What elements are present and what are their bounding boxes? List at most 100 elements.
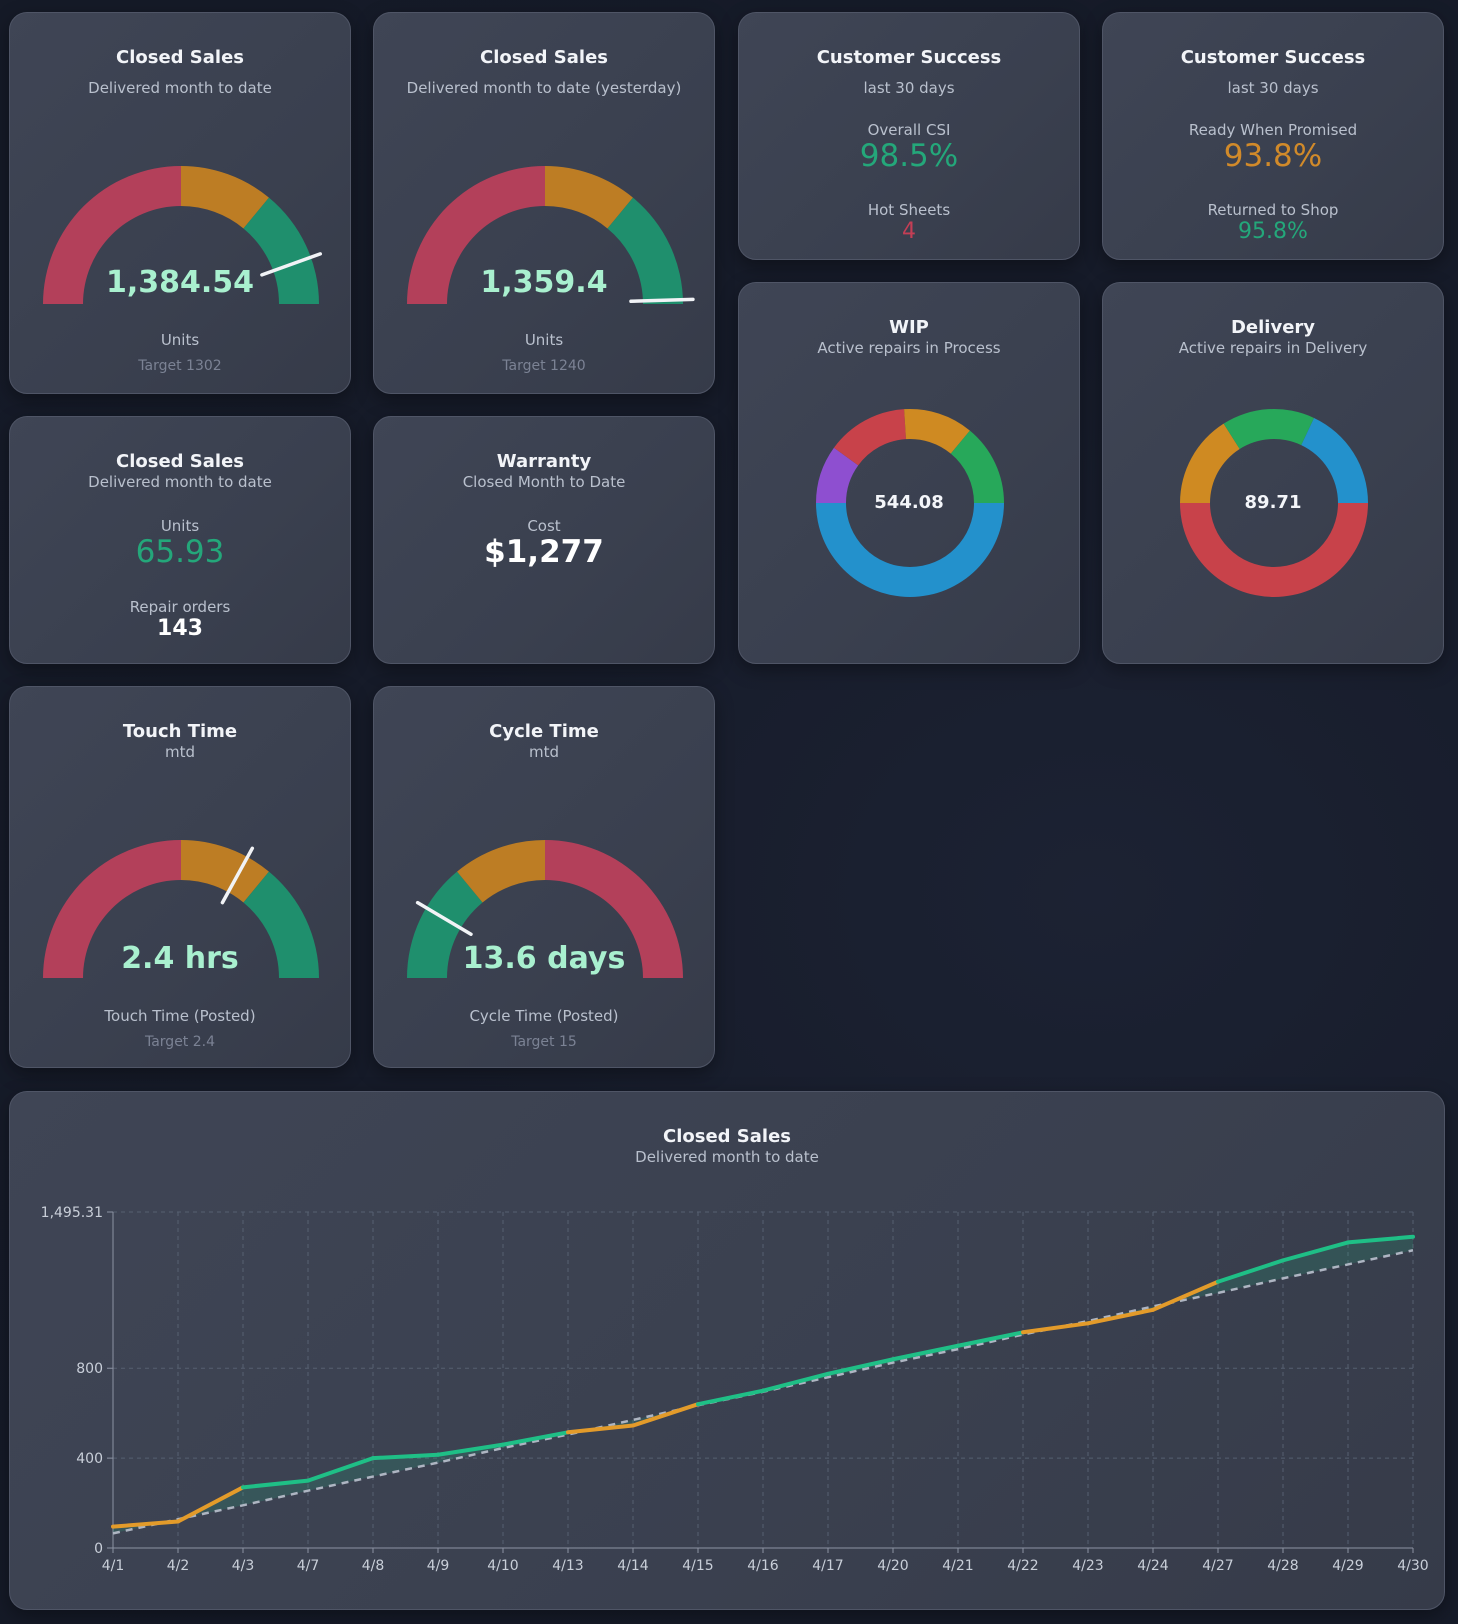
gauge-chart — [43, 840, 319, 978]
donut-slice — [1180, 503, 1368, 597]
donut-center-value: 544.08 — [874, 492, 944, 513]
card-title: Closed Sales — [115, 451, 245, 472]
donut-slice — [950, 430, 1004, 503]
cost-label: Cost — [527, 517, 561, 535]
donut-slice — [833, 409, 906, 466]
x-tick-label: 4/8 — [362, 1558, 385, 1574]
x-tick-label: 4/21 — [942, 1558, 973, 1574]
warranty-card[interactable]: Warranty Closed Month to Date Cost $1,27… — [373, 416, 715, 664]
series-area — [113, 1236, 1413, 1534]
line-chart: 0 400 800 1,495.31 4/1 4/2 4/3 4/7 4/8 4/9 4/10 4/1… — [41, 1205, 1429, 1574]
card-title: Customer Success — [816, 47, 1002, 68]
card-title: Closed Sales — [115, 47, 245, 68]
series-actual-segment — [1151, 1279, 1220, 1312]
card-title: Delivery — [1230, 317, 1316, 338]
closed-sales-stats-card[interactable]: Closed Sales Delivered month to date Uni… — [9, 416, 351, 664]
series-actual-segment — [1346, 1234, 1415, 1245]
gauge-segment-warn — [457, 840, 545, 903]
card-subtitle: Closed Month to Date — [462, 473, 626, 491]
card-subtitle: Active repairs in Delivery — [1178, 339, 1368, 357]
card-subtitle: Delivered month to date — [88, 473, 272, 491]
cycle-time-card[interactable]: Cycle Time mtd 13.6 days Cycle Time (Pos… — [373, 686, 715, 1068]
gauge-segment-warn — [545, 166, 633, 229]
card-title: WIP — [889, 317, 929, 338]
units-value: 65.93 — [135, 534, 225, 570]
x-tick-label: 4/20 — [877, 1558, 908, 1574]
closed-sales-yesterday-card[interactable]: Closed Sales Delivered month to date (ye… — [373, 12, 715, 394]
gauge-chart — [407, 166, 695, 304]
returned-to-shop-value: 95.8% — [1238, 219, 1308, 244]
gauge-target: Target 2.4 — [144, 1034, 216, 1050]
y-tick-label: 800 — [76, 1361, 103, 1377]
x-tick-label: 4/9 — [427, 1558, 450, 1574]
card-subtitle: mtd — [164, 743, 195, 761]
series-actual-segment — [891, 1343, 960, 1362]
chart-title: Closed Sales — [662, 1126, 792, 1147]
series-actual-segment — [696, 1388, 765, 1407]
closed-sales-gauge-card[interactable]: Closed Sales Delivered month to date 1,3… — [9, 12, 351, 394]
donut-center-value: 89.71 — [1244, 492, 1302, 513]
x-tick-label: 4/27 — [1202, 1558, 1233, 1574]
x-tick-label: 4/29 — [1332, 1558, 1363, 1574]
card-title: Warranty — [496, 451, 592, 472]
hot-sheets-value: 4 — [902, 219, 916, 244]
series-actual-segment — [306, 1456, 375, 1483]
series-actual-segment — [1021, 1321, 1090, 1335]
gauge-segment-bad — [43, 166, 181, 304]
series-actual-segment — [631, 1402, 700, 1428]
repair-orders-label: Repair orders — [129, 598, 231, 616]
series-actual-segment — [436, 1442, 505, 1457]
x-tick-label: 4/13 — [552, 1558, 583, 1574]
touch-time-card[interactable]: Touch Time mtd 2.4 hrs Touch Time (Poste… — [9, 686, 351, 1068]
gauge-label: Units — [524, 331, 564, 349]
closed-sales-line-card[interactable]: Closed Sales Delivered month to date 0 40… — [9, 1091, 1445, 1610]
x-tick-label: 4/2 — [167, 1558, 190, 1574]
x-tick-label: 4/17 — [812, 1558, 843, 1574]
ready-when-promised-label: Ready When Promised — [1188, 121, 1358, 139]
y-tick-label: 400 — [76, 1451, 103, 1467]
donut-slice — [816, 503, 1004, 597]
gauge-segment-good — [407, 871, 483, 978]
donut-slice — [1301, 417, 1368, 503]
series-actual-segment — [241, 1478, 310, 1490]
x-tick-label: 4/30 — [1397, 1558, 1428, 1574]
x-tick-label: 4/1 — [102, 1558, 125, 1574]
series-actual-segment — [956, 1330, 1025, 1348]
hot-sheets-label: Hot Sheets — [867, 201, 951, 219]
gauge-target: Target 1240 — [502, 358, 586, 374]
customer-success-ready-card[interactable]: Customer Success last 30 days Ready When… — [1102, 12, 1444, 260]
x-tick-label: 4/24 — [1137, 1558, 1169, 1574]
gauge-target: Target 15 — [511, 1034, 577, 1050]
card-title: Touch Time — [122, 721, 238, 742]
x-tick-label: 4/23 — [1072, 1558, 1103, 1574]
donut-slice — [816, 447, 859, 503]
wip-card[interactable]: WIP Active repairs in Process 544.08 — [738, 282, 1080, 664]
gauge-segment-good — [243, 871, 319, 978]
card-title: Closed Sales — [479, 47, 609, 68]
gauge-segment-good — [607, 197, 683, 304]
card-subtitle: last 30 days — [863, 79, 955, 97]
customer-success-csi-card[interactable]: Customer Success last 30 days Overall CS… — [738, 12, 1080, 260]
gauge-chart — [43, 166, 323, 304]
gauge-segment-bad — [43, 840, 181, 978]
x-tick-label: 4/10 — [487, 1558, 518, 1574]
units-label: Units — [160, 517, 200, 535]
donut-slice — [904, 409, 970, 454]
gauge-chart — [407, 840, 683, 978]
repair-orders-value: 143 — [157, 616, 203, 641]
donut-chart — [816, 409, 1004, 597]
series-actual-segment — [111, 1519, 180, 1529]
gauge-segment-good — [243, 197, 319, 304]
gauge-segment-bad — [545, 840, 683, 978]
card-subtitle: Delivered month to date (yesterday) — [406, 79, 682, 97]
returned-to-shop-label: Returned to Shop — [1207, 201, 1339, 219]
series-actual-segment — [1216, 1258, 1285, 1284]
gauge-needle — [220, 846, 255, 905]
donut-slice — [1180, 423, 1240, 503]
x-tick-label: 4/28 — [1267, 1558, 1298, 1574]
gauge-needle — [415, 900, 473, 936]
gauge-value: 13.6 days — [462, 941, 626, 976]
delivery-card[interactable]: Delivery Active repairs in Delivery 89.7… — [1102, 282, 1444, 664]
series-actual-segment — [1086, 1307, 1155, 1326]
x-tick-label: 4/22 — [1007, 1558, 1038, 1574]
